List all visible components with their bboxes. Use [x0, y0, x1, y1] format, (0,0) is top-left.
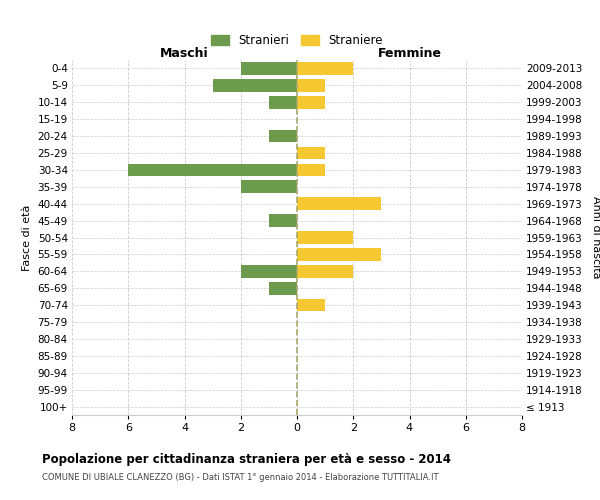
Bar: [269, 130, 297, 142]
Text: Maschi: Maschi: [160, 47, 209, 60]
Bar: [297, 299, 325, 312]
Bar: [297, 79, 325, 92]
Bar: [297, 198, 382, 210]
Legend: Stranieri, Straniere: Stranieri, Straniere: [208, 30, 386, 50]
Bar: [269, 96, 297, 108]
Bar: [297, 96, 325, 108]
Bar: [241, 180, 297, 193]
Bar: [297, 248, 382, 260]
Bar: [297, 265, 353, 278]
Text: Femmine: Femmine: [377, 47, 442, 60]
Bar: [241, 265, 297, 278]
Bar: [269, 282, 297, 294]
Bar: [241, 62, 297, 75]
Bar: [297, 146, 325, 160]
Y-axis label: Anni di nascita: Anni di nascita: [591, 196, 600, 279]
Bar: [297, 62, 353, 75]
Y-axis label: Fasce di età: Fasce di età: [22, 204, 32, 270]
Bar: [269, 214, 297, 227]
Bar: [297, 231, 353, 244]
Bar: [212, 79, 297, 92]
Bar: [297, 164, 325, 176]
Bar: [128, 164, 297, 176]
Text: Popolazione per cittadinanza straniera per età e sesso - 2014: Popolazione per cittadinanza straniera p…: [42, 452, 451, 466]
Text: COMUNE DI UBIALE CLANEZZO (BG) - Dati ISTAT 1° gennaio 2014 - Elaborazione TUTTI: COMUNE DI UBIALE CLANEZZO (BG) - Dati IS…: [42, 472, 439, 482]
